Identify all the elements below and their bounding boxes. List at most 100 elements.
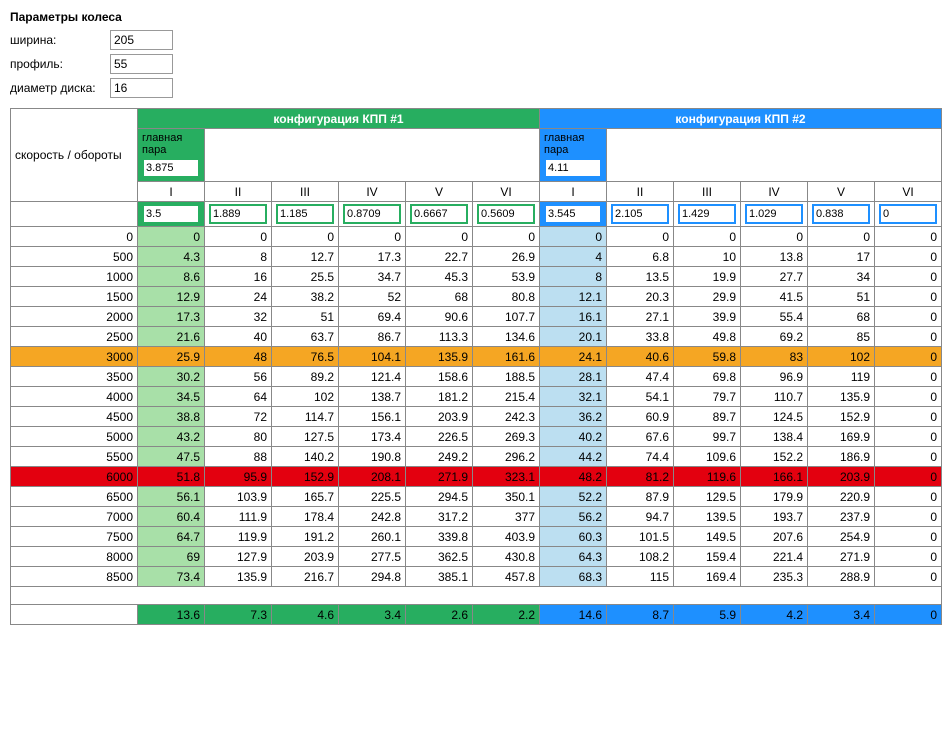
c2-cell: 119	[808, 367, 875, 387]
c2-cell: 115	[607, 567, 674, 587]
c1-cell: 21.6	[138, 327, 205, 347]
c1-cell: 64.7	[138, 527, 205, 547]
c1-cell: 12.7	[272, 247, 339, 267]
c1-cell: 127.9	[205, 547, 272, 567]
c1-cell: 56	[205, 367, 272, 387]
c2-cell: 83	[741, 347, 808, 367]
c2-cell: 41.5	[741, 287, 808, 307]
c1-cell: 80.8	[473, 287, 540, 307]
config2-gear-input-0[interactable]	[544, 204, 602, 224]
rpm-cell: 6500	[11, 487, 138, 507]
config2-gear-input-4[interactable]	[812, 204, 870, 224]
c2-cell: 81.2	[607, 467, 674, 487]
profile-input[interactable]	[110, 54, 173, 74]
c1-cell: 12.9	[138, 287, 205, 307]
c1-cell: 362.5	[406, 547, 473, 567]
c1-cell: 107.7	[473, 307, 540, 327]
c2-cell: 0	[875, 487, 942, 507]
c2-cell: 99.7	[674, 427, 741, 447]
config1-gear-input-1[interactable]	[209, 204, 267, 224]
c2-cell: 207.6	[741, 527, 808, 547]
config2-gear-cell-3	[741, 202, 808, 227]
c2-cell: 139.5	[674, 507, 741, 527]
config2-gear-cell-2	[674, 202, 741, 227]
c1-cell: 127.5	[272, 427, 339, 447]
config2-gear-input-5[interactable]	[879, 204, 937, 224]
c1-cell: 385.1	[406, 567, 473, 587]
c2-cell: 48.2	[540, 467, 607, 487]
c2-cell: 68	[808, 307, 875, 327]
c1-cell: 38.2	[272, 287, 339, 307]
c2-cell: 109.6	[674, 447, 741, 467]
c2-cell: 102	[808, 347, 875, 367]
config1-gear-input-3[interactable]	[343, 204, 401, 224]
c1-cell: 317.2	[406, 507, 473, 527]
c1-cell: 294.8	[339, 567, 406, 587]
c1-cell: 51.8	[138, 467, 205, 487]
rpm-cell: 5000	[11, 427, 138, 447]
config1-main-pair-label: главная пара	[142, 132, 200, 156]
config1-gear-input-5[interactable]	[477, 204, 535, 224]
c1-cell: 0	[138, 227, 205, 247]
table-row: 800069127.9203.9277.5362.5430.864.3108.2…	[11, 547, 942, 567]
c2-cell: 0	[875, 407, 942, 427]
c1-cell: 60.4	[138, 507, 205, 527]
rpm-cell: 3500	[11, 367, 138, 387]
config2-gear-input-1[interactable]	[611, 204, 669, 224]
c1-cell: 203.9	[272, 547, 339, 567]
c2-cell: 85	[808, 327, 875, 347]
config1-gear-input-2[interactable]	[276, 204, 334, 224]
rpm-cell: 2000	[11, 307, 138, 327]
c2-cell: 179.9	[741, 487, 808, 507]
c1-cell: 226.5	[406, 427, 473, 447]
c1-cell: 294.5	[406, 487, 473, 507]
config2-main-pair-input[interactable]	[544, 158, 602, 178]
params-section: Параметры колеса ширина: профиль: диамет…	[10, 10, 942, 98]
gear-roman-10: V	[808, 182, 875, 202]
width-input[interactable]	[110, 30, 173, 50]
c1-cell: 242.3	[473, 407, 540, 427]
footer-c1: 2.2	[473, 605, 540, 625]
config2-gear-input-2[interactable]	[678, 204, 736, 224]
c1-cell: 225.5	[339, 487, 406, 507]
c2-cell: 55.4	[741, 307, 808, 327]
blank	[607, 129, 942, 182]
c2-cell: 54.1	[607, 387, 674, 407]
c2-cell: 47.4	[607, 367, 674, 387]
config2-gear-input-3[interactable]	[745, 204, 803, 224]
c2-cell: 69.2	[741, 327, 808, 347]
c2-cell: 60.3	[540, 527, 607, 547]
table-row: 300025.94876.5104.1135.9161.624.140.659.…	[11, 347, 942, 367]
c1-cell: 90.6	[406, 307, 473, 327]
gear-roman-7: II	[607, 182, 674, 202]
c1-cell: 165.7	[272, 487, 339, 507]
c2-cell: 110.7	[741, 387, 808, 407]
diameter-input[interactable]	[110, 78, 173, 98]
c1-cell: 25.9	[138, 347, 205, 367]
c1-cell: 0	[272, 227, 339, 247]
c1-cell: 38.8	[138, 407, 205, 427]
config1-gear-input-4[interactable]	[410, 204, 468, 224]
c2-cell: 56.2	[540, 507, 607, 527]
config1-gear-cell-3	[339, 202, 406, 227]
config1-main-pair-input[interactable]	[142, 158, 200, 178]
c1-cell: 113.3	[406, 327, 473, 347]
c1-cell: 215.4	[473, 387, 540, 407]
rpm-cell: 5500	[11, 447, 138, 467]
c1-cell: 68	[406, 287, 473, 307]
c1-cell: 188.5	[473, 367, 540, 387]
c2-cell: 79.7	[674, 387, 741, 407]
c1-cell: 178.4	[272, 507, 339, 527]
c1-cell: 134.6	[473, 327, 540, 347]
config1-gear-input-0[interactable]	[142, 204, 200, 224]
c2-cell: 87.9	[607, 487, 674, 507]
c1-cell: 8	[205, 247, 272, 267]
spacer	[11, 587, 942, 605]
config1-gear-cell-2	[272, 202, 339, 227]
config2-gear-cell-0	[540, 202, 607, 227]
c2-cell: 32.1	[540, 387, 607, 407]
c2-cell: 108.2	[607, 547, 674, 567]
c2-cell: 96.9	[741, 367, 808, 387]
c2-cell: 64.3	[540, 547, 607, 567]
c1-cell: 88	[205, 447, 272, 467]
